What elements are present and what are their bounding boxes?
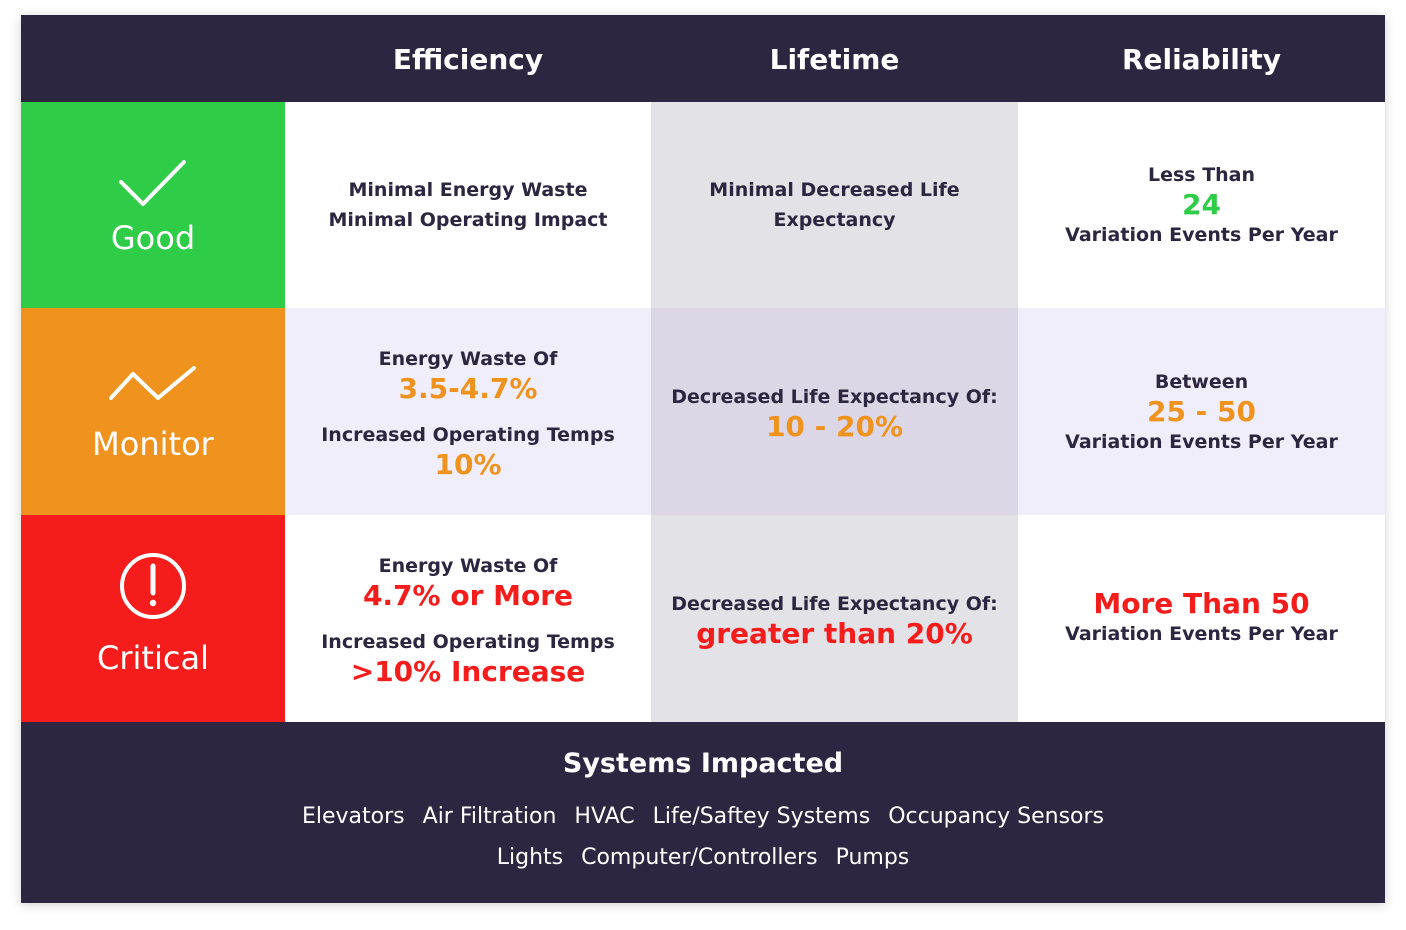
system-item: Lights (496, 845, 564, 870)
critical-efficiency-value1: 4.7% or More (362, 578, 574, 612)
critical-efficiency-label2: Increased Operating Temps (321, 630, 615, 653)
status-label-critical: Critical (97, 639, 209, 677)
monitor-efficiency-cell: Energy Waste Of 3.5-4.7% Increased Opera… (285, 308, 651, 515)
good-efficiency-line2: Minimal Operating Impact (328, 209, 608, 231)
critical-efficiency-label1: Energy Waste Of (378, 554, 558, 577)
monitor-reliability-post: Variation Events Per Year (1065, 430, 1338, 453)
good-reliability-pre: Less Than (1147, 164, 1256, 186)
header-efficiency: Efficiency (392, 43, 544, 76)
critical-lifetime-value: greater than 20% (696, 616, 973, 650)
status-label-good: Good (110, 219, 196, 257)
row-monitor: Monitor Energy Waste Of 3.5-4.7% Increas… (21, 308, 1385, 515)
monitor-efficiency-value1: 3.5-4.7% (398, 371, 538, 405)
monitor-reliability-cell: Between 25 - 50 Variation Events Per Yea… (1018, 308, 1385, 515)
critical-reliability-post: Variation Events Per Year (1065, 622, 1338, 645)
monitor-lifetime-label: Decreased Life Expectancy Of: (671, 385, 998, 408)
good-lifetime-line2: Expectancy (773, 209, 896, 231)
exclamation-circle-icon (21, 551, 285, 626)
monitor-reliability-value: 25 - 50 (1146, 394, 1257, 428)
critical-reliability-cell: More Than 50 Variation Events Per Year (1018, 515, 1385, 722)
critical-efficiency-value2: >10% Increase (350, 654, 586, 688)
critical-efficiency-cell: Energy Waste Of 4.7% or More Increased O… (285, 515, 651, 722)
status-good: Good (21, 102, 285, 308)
monitor-efficiency-label1: Energy Waste Of (378, 347, 558, 370)
table-header: Efficiency Lifetime Reliability (21, 15, 1385, 102)
checkmark-icon (21, 158, 285, 215)
system-item: Elevators (301, 804, 405, 829)
systems-impacted-footer: Systems Impacted Elevators Air Filtratio… (21, 722, 1385, 903)
system-item: Life/Saftey Systems (652, 804, 871, 829)
good-reliability-value: 24 (1182, 188, 1221, 221)
system-item: Pumps (835, 845, 910, 870)
good-reliability-cell: Less Than 24 Variation Events Per Year (1018, 102, 1385, 308)
monitor-efficiency-value2: 10% (434, 447, 502, 481)
critical-lifetime-cell: Decreased Life Expectancy Of: greater th… (651, 515, 1018, 722)
row-good: Good Minimal Energy Waste Minimal Operat… (21, 102, 1385, 308)
system-item: Computer/Controllers (581, 845, 818, 870)
status-monitor: Monitor (21, 308, 285, 515)
monitor-lifetime-value: 10 - 20% (765, 409, 904, 443)
good-lifetime-cell: Minimal Decreased Life Expectancy (651, 102, 1018, 308)
system-item: Occupancy Sensors (888, 804, 1105, 829)
zigzag-trend-icon (21, 364, 285, 409)
status-critical: Critical (21, 515, 285, 722)
good-efficiency-cell: Minimal Energy Waste Minimal Operating I… (285, 102, 651, 308)
critical-lifetime-label: Decreased Life Expectancy Of: (671, 592, 998, 615)
critical-reliability-value: More Than 50 (1093, 586, 1310, 620)
header-reliability: Reliability (1121, 43, 1282, 76)
status-label-monitor: Monitor (92, 425, 214, 463)
monitor-efficiency-label2: Increased Operating Temps (321, 423, 615, 446)
row-critical: Critical Energy Waste Of 4.7% or More In… (21, 515, 1385, 722)
monitor-lifetime-cell: Decreased Life Expectancy Of: 10 - 20% (651, 308, 1018, 515)
systems-list-line1: Elevators Air Filtration HVAC Life/Safte… (21, 804, 1385, 829)
system-item: HVAC (574, 804, 635, 829)
good-lifetime-line1: Minimal Decreased Life (709, 179, 960, 201)
header-lifetime: Lifetime (769, 43, 900, 76)
systems-impacted-title: Systems Impacted (562, 748, 844, 779)
system-item: Air Filtration (422, 804, 557, 829)
good-efficiency-line1: Minimal Energy Waste (348, 179, 588, 201)
status-matrix-card: Efficiency Lifetime Reliability Good Min… (21, 15, 1385, 903)
systems-list-line2: Lights Computer/Controllers Pumps (21, 845, 1385, 870)
good-reliability-post: Variation Events Per Year (1065, 224, 1338, 246)
monitor-reliability-pre: Between (1154, 370, 1249, 393)
